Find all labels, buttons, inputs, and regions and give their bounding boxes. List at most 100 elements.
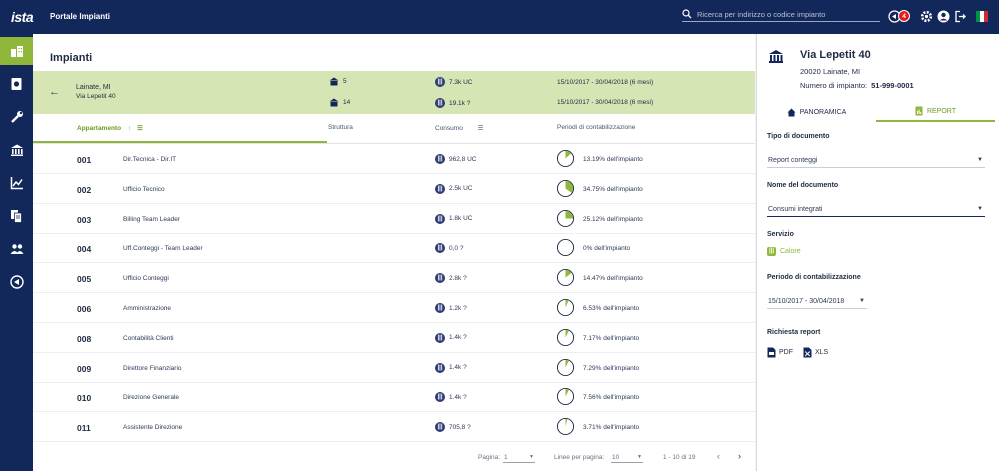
- meter-icon: |||: [435, 183, 445, 194]
- next-page-icon[interactable]: ›: [738, 451, 741, 461]
- appartamento-cell: 002: [77, 184, 92, 195]
- servizio-value-row: ||| Calore: [767, 247, 801, 256]
- column-struttura[interactable]: Struttura: [328, 124, 353, 131]
- logout-icon[interactable]: [954, 10, 967, 23]
- share-pie-slice: [565, 359, 569, 368]
- chart-icon: [10, 177, 23, 190]
- chevron-down-icon: ▼: [529, 454, 534, 460]
- table-row[interactable]: 011 Assistente Direzione ||| 705,8 ? 3.71% d…: [33, 412, 755, 443]
- sort-up-icon[interactable]: ↑: [127, 125, 132, 132]
- top-bar: ista Portale Impianti 4: [0, 0, 999, 34]
- share-percent: 6.53% dell'impianto: [583, 305, 640, 312]
- unit-count-1: 5: [343, 78, 347, 85]
- table-row[interactable]: 005 Ufficio Conteggi ||| 2.8k ? 14.47% dell'…: [33, 263, 755, 294]
- filter-icon[interactable]: ☰: [477, 125, 484, 132]
- xls-label: XLS: [815, 349, 829, 356]
- column-appartamento[interactable]: Appartamento ↑ ☰: [77, 124, 143, 132]
- consumo-value: 1.2k ?: [449, 304, 467, 312]
- home-icon: [787, 108, 796, 116]
- page-select[interactable]: 1 ▼: [503, 453, 535, 463]
- xls-download-button[interactable]: XLS: [803, 347, 828, 358]
- table-row[interactable]: 010 Direzione Generale ||| 1.4k ? 7.56% dell…: [33, 382, 755, 413]
- consumo-cell: ||| 2.8k ?: [435, 273, 467, 284]
- nav-charts[interactable]: [0, 169, 33, 197]
- struttura-cell: Ufficio Conteggi: [123, 275, 169, 283]
- table-row[interactable]: 003 Billing Team Leader ||| 1.8k UC 25.12% d…: [33, 204, 755, 234]
- notification-badge[interactable]: 4: [898, 10, 910, 22]
- tipo-documento-select[interactable]: Report conteggi ▼: [767, 154, 985, 168]
- share-pie-slice: [565, 389, 569, 397]
- share-pie-slice: [565, 299, 569, 308]
- back-arrow-icon[interactable]: ←: [49, 86, 60, 98]
- meter-icon: |||: [435, 303, 445, 313]
- search-input[interactable]: [697, 8, 877, 21]
- table-row[interactable]: 006 Amministrazione ||| 1.2k ? 6.53% dell'im…: [33, 293, 755, 323]
- share-pie-slice: [565, 419, 568, 427]
- prev-page-icon[interactable]: ‹: [717, 451, 720, 461]
- rows-per-page-select[interactable]: 10 ▼: [611, 453, 643, 463]
- column-consumo-label: Consumo: [435, 125, 463, 132]
- meter-icon: |||: [435, 332, 445, 343]
- struttura-cell: Ufficio Tecnico: [123, 185, 165, 193]
- column-consumo[interactable]: Consumo ☰: [435, 124, 483, 132]
- share-pie-slice: [565, 150, 572, 159]
- table-row[interactable]: 008 Contabilità Clienti ||| 1.4k ? 7.17% del…: [33, 323, 755, 353]
- pdf-download-button[interactable]: PDF: [767, 347, 793, 358]
- nome-documento-select[interactable]: Consumi integrati ▼: [767, 203, 985, 217]
- consumo-cell: ||| 962,8 UC: [435, 154, 476, 164]
- share-pie-slice: [565, 329, 569, 338]
- tab-panoramica[interactable]: PANORAMICA: [757, 102, 876, 122]
- nav-documents[interactable]: [0, 202, 33, 230]
- nav-users[interactable]: [0, 235, 33, 263]
- user-icon[interactable]: [937, 10, 950, 23]
- filter-icon[interactable]: ☰: [136, 125, 143, 132]
- building-icon: [769, 50, 783, 63]
- column-periodi[interactable]: Periodi di contabilizzazione: [557, 124, 636, 131]
- servizio-label: Servizio: [767, 231, 794, 238]
- nav-buildings[interactable]: [0, 37, 33, 65]
- consumo-value: 705,8 ?: [449, 423, 471, 431]
- table-row[interactable]: 004 Uff.Conteggi - Team Leader ||| 0,0 ? 0% …: [33, 233, 755, 264]
- xls-file-icon: [803, 347, 812, 358]
- nav-report[interactable]: [0, 70, 33, 98]
- servizio-value: Calore: [780, 248, 801, 255]
- nav-maintenance[interactable]: [0, 103, 33, 131]
- table-row[interactable]: 001 Dir.Tecnica - Dir.IT ||| 962,8 UC 13.19%…: [33, 144, 755, 174]
- nav-bank[interactable]: [0, 136, 33, 164]
- consumo-total-2: 19.1k ?: [449, 99, 471, 107]
- rows-label: Linee per pagina:: [554, 454, 605, 461]
- nav-exit[interactable]: [0, 268, 33, 296]
- search-box: [682, 8, 880, 22]
- app-title: Portale Impianti: [50, 12, 111, 21]
- share-percent: 3.71% dell'impianto: [583, 424, 640, 432]
- consumo-cell: ||| 1.4k ?: [435, 362, 467, 373]
- periodo-select[interactable]: 15/10/2017 - 30/04/2018 ▼: [767, 295, 867, 309]
- nome-documento-label: Nome del documento: [767, 182, 839, 189]
- share-pie-icon: [556, 209, 575, 227]
- consumo-cell: ||| 1.8k UC: [435, 213, 472, 224]
- appartamento-cell: 005: [77, 274, 92, 285]
- consumo-cell: ||| 1.2k ?: [435, 303, 467, 313]
- consumo-value: 962,8 UC: [449, 155, 477, 163]
- share-percent: 7.29% dell'impianto: [583, 364, 640, 372]
- ista-logo[interactable]: ista: [11, 9, 34, 25]
- periodo-1: 15/10/2017 - 30/04/2018 (6 mesi): [557, 79, 654, 86]
- rows-value: 10: [612, 454, 620, 461]
- consumo-value: 1.4k ?: [449, 393, 467, 401]
- settings-icon[interactable]: [920, 10, 933, 23]
- column-appartamento-label: Appartamento: [77, 125, 122, 132]
- table-row[interactable]: 002 Ufficio Tecnico ||| 2.5k UC 34.75% dell'…: [33, 174, 755, 204]
- chevron-down-icon: ▼: [859, 298, 865, 304]
- pagination-bar: Pagina: 1 ▼ Linee per pagina: 10 ▼ 1 - 1…: [33, 446, 755, 471]
- selected-impianto-band[interactable]: ← Lainate, MI Via Lepetit 40 5 14 ||| 7.…: [33, 71, 755, 114]
- table-row[interactable]: 009 Direttore Finanziario ||| 1.4k ? 7.29% d…: [33, 353, 755, 383]
- share-pie-icon: [556, 269, 575, 287]
- periodo-value: 15/10/2017 - 30/04/2018: [768, 298, 845, 305]
- italy-flag-icon[interactable]: [976, 11, 988, 22]
- impianto-title: Via Lepetit 40: [800, 49, 871, 61]
- struttura-cell: Amministrazione: [123, 305, 172, 312]
- tab-report[interactable]: REPORT: [876, 102, 995, 122]
- struttura-cell: Contabilità Clienti: [123, 334, 174, 342]
- nome-documento-value: Consumi integrati: [768, 206, 823, 213]
- appartamento-cell: 010: [77, 393, 92, 404]
